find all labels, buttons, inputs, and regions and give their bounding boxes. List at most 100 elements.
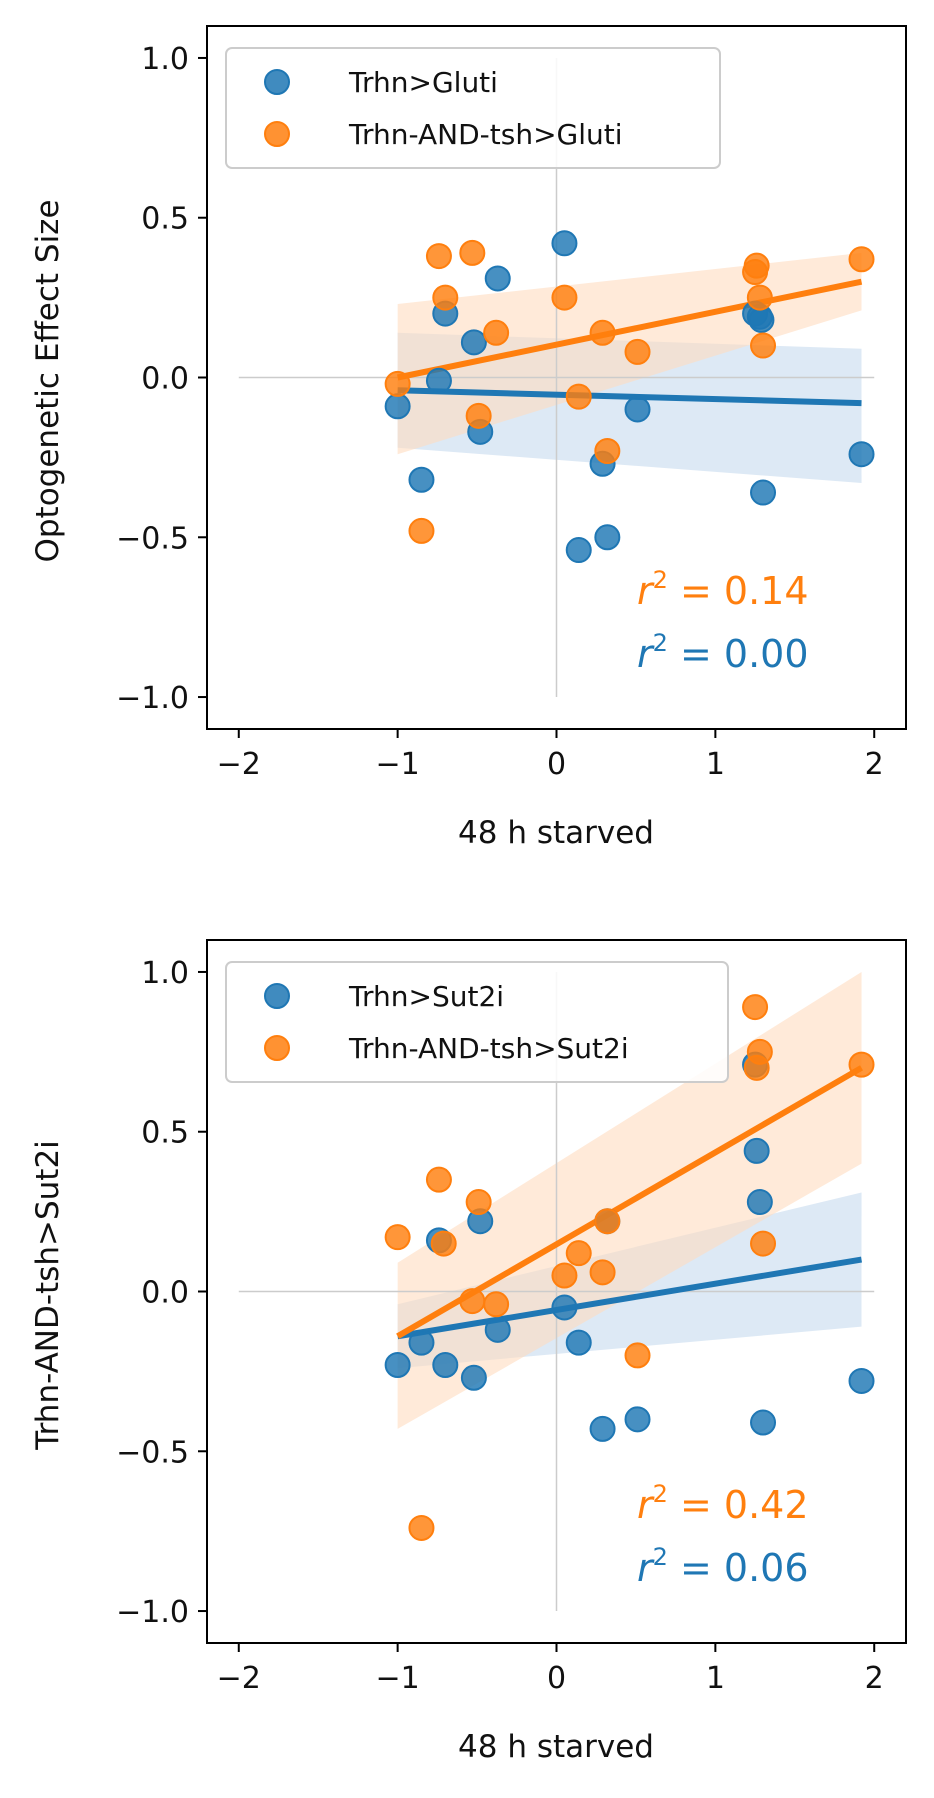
regression-line-series-b — [397, 278, 863, 381]
y-tick-label: 1.0 — [141, 42, 189, 77]
r2-annotation-series-a: r2 = 0.00 — [637, 629, 809, 676]
legend-marker-series-a — [264, 983, 290, 1009]
data-point-series-b — [408, 517, 435, 544]
legend-marker-series-b — [264, 121, 290, 147]
x-tick-label: 1 — [706, 747, 725, 782]
data-point-series-b — [430, 1230, 457, 1257]
data-point-series-b — [459, 1288, 486, 1315]
regression-line-series-a — [397, 387, 862, 407]
legend-label-series-a: Trhn>Sut2i — [348, 980, 504, 1013]
legend: Trhn>Gluti Trhn-AND-tsh>Gluti — [225, 47, 721, 169]
data-point-series-b — [750, 1230, 777, 1257]
legend-box — [225, 47, 721, 169]
data-point-series-b — [750, 332, 777, 359]
x-tick-label: −1 — [376, 747, 420, 782]
x-axis-label: 48 h starved — [458, 1729, 654, 1765]
data-point-series-b — [384, 370, 411, 397]
data-point-series-a — [460, 1364, 487, 1391]
r2-annotation-series-b: r2 = 0.42 — [637, 1480, 809, 1527]
data-point-series-a — [484, 1316, 511, 1343]
y-tick-label: −0.5 — [116, 1435, 189, 1470]
y-tick-label: −1.0 — [116, 1595, 189, 1630]
data-point-series-a — [746, 1189, 773, 1216]
data-point-series-b — [594, 437, 621, 464]
data-point-series-b — [432, 284, 459, 311]
data-point-series-b — [743, 252, 770, 279]
x-tick-label: 0 — [547, 1661, 566, 1696]
data-point-series-a — [848, 441, 875, 468]
legend-label-series-b: Trhn-AND-tsh>Gluti — [348, 118, 623, 151]
data-point-series-a — [848, 1367, 875, 1394]
y-tick-label: 0.0 — [141, 1276, 189, 1311]
data-point-series-b — [465, 1189, 492, 1216]
x-ticks: −2 −1 0 1 2 — [217, 729, 884, 782]
legend-box — [225, 961, 729, 1083]
data-point-series-b — [848, 246, 875, 273]
data-point-series-a — [750, 479, 777, 506]
r2-annotation-series-a: r2 = 0.06 — [637, 1543, 809, 1590]
data-point-series-b — [746, 284, 773, 311]
y-tick-label: 1.0 — [141, 956, 189, 991]
data-point-series-a — [408, 466, 435, 493]
y-ticks: −1.0 −0.5 0.0 0.5 1.0 — [116, 956, 207, 1630]
data-point-series-a — [551, 1294, 578, 1321]
data-point-series-b — [594, 1208, 621, 1235]
data-point-series-b — [589, 319, 616, 346]
data-point-series-b — [551, 284, 578, 311]
data-point-series-b — [848, 1051, 875, 1078]
y-tick-label: −0.5 — [116, 521, 189, 556]
data-point-series-a — [750, 1409, 777, 1436]
data-point-series-a — [589, 1415, 616, 1442]
data-point-series-b — [459, 239, 486, 266]
confidence-bands — [397, 252, 862, 483]
data-point-series-a — [748, 306, 775, 333]
y-axis-label: Trhn-AND-tsh>Sut2i — [30, 1140, 66, 1451]
x-tick-label: −2 — [217, 1661, 261, 1696]
data-point-series-a — [384, 1351, 411, 1378]
data-point-series-a — [594, 524, 621, 551]
data-point-series-a — [565, 537, 592, 564]
data-point-series-b — [746, 1038, 773, 1065]
legend-marker-series-a — [264, 69, 290, 95]
data-point-series-b — [742, 994, 769, 1021]
data-point-series-b — [425, 243, 452, 270]
y-tick-label: 0.5 — [141, 1116, 189, 1151]
data-point-series-a — [425, 367, 452, 394]
x-axis-label: 48 h starved — [458, 815, 654, 851]
data-point-series-b — [624, 1342, 651, 1369]
data-point-series-a — [384, 393, 411, 420]
data-point-series-a — [624, 396, 651, 423]
data-points — [384, 230, 875, 564]
data-point-series-a — [624, 1406, 651, 1433]
data-point-series-b — [408, 1514, 435, 1541]
legend-label-series-a: Trhn>Gluti — [348, 66, 498, 99]
r2-annotation-series-b: r2 = 0.14 — [637, 566, 809, 613]
legend: Trhn>Sut2i Trhn-AND-tsh>Sut2i — [225, 961, 729, 1083]
x-tick-label: 2 — [865, 1661, 884, 1696]
x-tick-label: 0 — [547, 747, 566, 782]
data-point-series-b — [483, 319, 510, 346]
x-tick-label: 1 — [706, 1661, 725, 1696]
data-point-series-b — [565, 1240, 592, 1267]
regression-lines — [397, 278, 863, 407]
panel-bottom: −2 −1 0 1 2 −1.0 −0.5 0.0 0.5 1.0 48 h starved T… — [30, 939, 907, 1765]
data-point-series-a — [565, 1329, 592, 1356]
data-point-series-b — [624, 338, 651, 365]
data-point-series-a — [408, 1329, 435, 1356]
data-point-series-b — [425, 1166, 452, 1193]
data-point-series-a — [460, 329, 487, 356]
data-point-series-b — [465, 402, 492, 429]
data-points — [384, 994, 875, 1541]
data-point-series-a — [484, 265, 511, 292]
y-ticks: −1.0 −0.5 0.0 0.5 1.0 — [116, 42, 207, 716]
legend-marker-series-b — [264, 1035, 290, 1061]
x-tick-label: −1 — [376, 1661, 420, 1696]
data-point-series-a — [551, 230, 578, 257]
data-point-series-a — [432, 1351, 459, 1378]
data-point-series-b — [384, 1224, 411, 1251]
y-tick-label: 0.0 — [141, 362, 189, 397]
panel-top: −2 −1 0 1 2 −1.0 −0.5 0.0 0.5 1.0 48 h starved O… — [30, 25, 907, 851]
legend-label-series-b: Trhn-AND-tsh>Sut2i — [348, 1032, 629, 1065]
data-point-series-b — [589, 1259, 616, 1286]
